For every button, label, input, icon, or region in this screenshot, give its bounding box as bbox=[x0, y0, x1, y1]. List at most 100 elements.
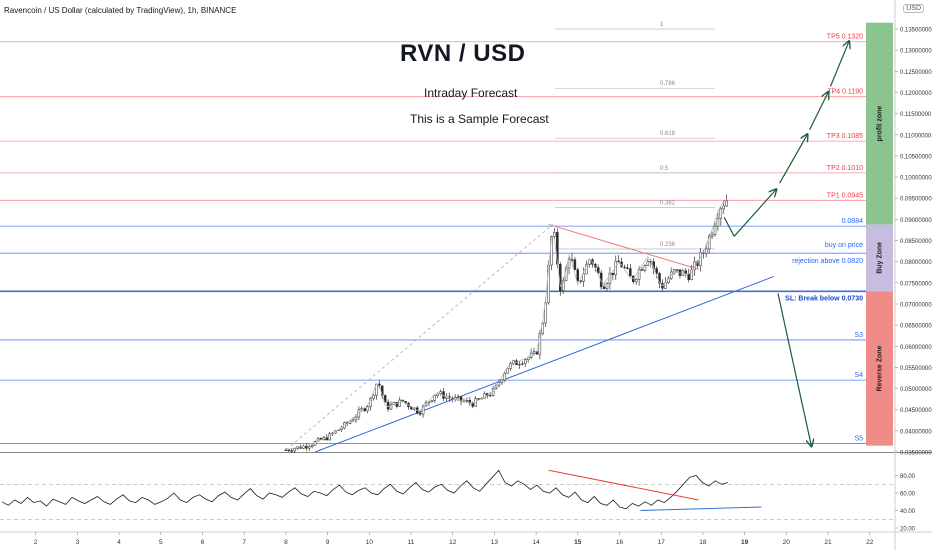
candle-body-148 bbox=[716, 218, 720, 227]
level-label-11: S5 bbox=[854, 436, 863, 443]
time-tick-5: 7 bbox=[242, 539, 246, 546]
price-tick-13: 0.07000000 bbox=[900, 302, 932, 308]
price-tick-14: 0.06500000 bbox=[900, 324, 932, 330]
price-tick-19: 0.04000000 bbox=[900, 429, 932, 435]
candle-body-123 bbox=[643, 265, 647, 271]
time-tick-17: 19 bbox=[741, 539, 749, 546]
candle-body-97 bbox=[567, 259, 571, 269]
forecast-arrow-1 bbox=[779, 135, 808, 184]
candle-body-3 bbox=[293, 448, 296, 452]
level-label-6: buy on price bbox=[825, 242, 863, 249]
candle-body-70 bbox=[488, 394, 492, 397]
price-tick-8: 0.09500000 bbox=[900, 197, 932, 203]
rsi-tick-3: 20.00 bbox=[900, 527, 916, 533]
candle-body-36 bbox=[389, 404, 393, 410]
time-tick-14: 16 bbox=[616, 539, 624, 546]
forecast-arrow-0 bbox=[733, 190, 776, 237]
fib-label-0: 1 bbox=[660, 22, 664, 28]
candle-body-87 bbox=[538, 333, 542, 355]
level-label-10: S4 bbox=[854, 372, 863, 379]
price-tick-2: 0.12500000 bbox=[900, 70, 932, 76]
time-tick-8: 10 bbox=[366, 539, 374, 546]
candle-body-114 bbox=[617, 260, 620, 263]
candle-body-53 bbox=[439, 391, 442, 395]
candle-body-95 bbox=[561, 280, 565, 291]
price-tick-4: 0.11500000 bbox=[900, 112, 932, 118]
candle-body-111 bbox=[608, 272, 612, 285]
candle-body-60 bbox=[459, 396, 463, 402]
candle-body-75 bbox=[503, 373, 507, 381]
chart-subtitle: Intraday Forecast bbox=[424, 86, 518, 100]
candle-body-117 bbox=[626, 267, 629, 269]
zone-2 bbox=[866, 291, 893, 446]
candle-body-38 bbox=[395, 402, 399, 407]
candle-body-27 bbox=[363, 408, 366, 412]
time-tick-4: 6 bbox=[201, 539, 205, 546]
time-tick-15: 17 bbox=[658, 539, 666, 546]
candle-body-146 bbox=[710, 234, 714, 237]
time-tick-18: 20 bbox=[783, 539, 791, 546]
rsi-resistance-trendline bbox=[548, 469, 699, 501]
candle-body-34 bbox=[383, 395, 387, 403]
candle-body-112 bbox=[611, 272, 615, 276]
level-label-5: 0.0884 bbox=[842, 218, 864, 225]
candle-body-147 bbox=[713, 225, 717, 236]
candle-body-50 bbox=[430, 400, 434, 403]
price-tick-6: 0.10500000 bbox=[900, 154, 932, 160]
time-tick-13: 15 bbox=[574, 539, 582, 546]
time-tick-1: 3 bbox=[76, 539, 80, 546]
rsi-support-trendline bbox=[640, 506, 762, 511]
chart-note: This is a Sample Forecast bbox=[410, 112, 549, 126]
candle-body-78 bbox=[512, 360, 515, 364]
level-label-9: S3 bbox=[854, 332, 863, 339]
time-tick-16: 18 bbox=[699, 539, 707, 546]
fib-label-5: 0.236 bbox=[660, 242, 676, 248]
time-tick-11: 13 bbox=[491, 539, 499, 546]
rsi-tick-1: 60.00 bbox=[900, 492, 916, 498]
candle-body-30 bbox=[372, 395, 375, 399]
rsi-tick-0: 80.00 bbox=[900, 474, 916, 480]
candle-body-120 bbox=[634, 279, 638, 282]
forecast-arrow-3 bbox=[829, 42, 849, 87]
candle-body-107 bbox=[596, 267, 600, 274]
price-tick-0: 0.13500000 bbox=[900, 28, 932, 34]
candle-body-51 bbox=[433, 395, 437, 401]
candle-body-151 bbox=[725, 200, 728, 207]
candle-body-122 bbox=[640, 269, 644, 271]
fib-label-2: 0.618 bbox=[660, 131, 676, 137]
candle-body-74 bbox=[500, 379, 504, 384]
candle-body-52 bbox=[436, 393, 439, 396]
price-tick-9: 0.09000000 bbox=[900, 218, 932, 224]
candle-body-46 bbox=[418, 412, 422, 415]
candle-body-84 bbox=[529, 352, 533, 358]
level-label-1: TP4 0.1190 bbox=[827, 89, 863, 96]
zone-label-0: profit zone bbox=[876, 106, 883, 142]
candle-body-88 bbox=[541, 322, 545, 334]
moving-average bbox=[285, 199, 727, 451]
candle-body-102 bbox=[582, 273, 585, 282]
currency-badge[interactable]: USD bbox=[903, 4, 924, 13]
candle-body-39 bbox=[398, 399, 401, 407]
candle-body-7 bbox=[305, 445, 308, 449]
candle-body-133 bbox=[672, 269, 676, 273]
candle-body-127 bbox=[655, 268, 658, 274]
candle-body-103 bbox=[585, 264, 588, 275]
resistance-trendline bbox=[548, 223, 699, 270]
candle-body-47 bbox=[421, 405, 425, 415]
level-label-4: TP1 0.0945 bbox=[827, 192, 863, 199]
zone-label-1: Buy Zone bbox=[876, 242, 883, 274]
fib-label-1: 0.786 bbox=[660, 81, 676, 87]
candle-body-110 bbox=[605, 283, 609, 289]
zone-1 bbox=[866, 224, 893, 292]
candle-body-29 bbox=[369, 397, 372, 408]
time-tick-10: 12 bbox=[449, 539, 457, 546]
support-trendline bbox=[314, 276, 774, 453]
time-tick-0: 2 bbox=[34, 539, 38, 546]
candle-body-23 bbox=[351, 419, 355, 422]
candle-body-10 bbox=[313, 441, 317, 446]
time-tick-19: 21 bbox=[824, 539, 832, 546]
candle-body-19 bbox=[340, 427, 343, 431]
zone-label-2: Reverse Zone bbox=[876, 345, 883, 391]
